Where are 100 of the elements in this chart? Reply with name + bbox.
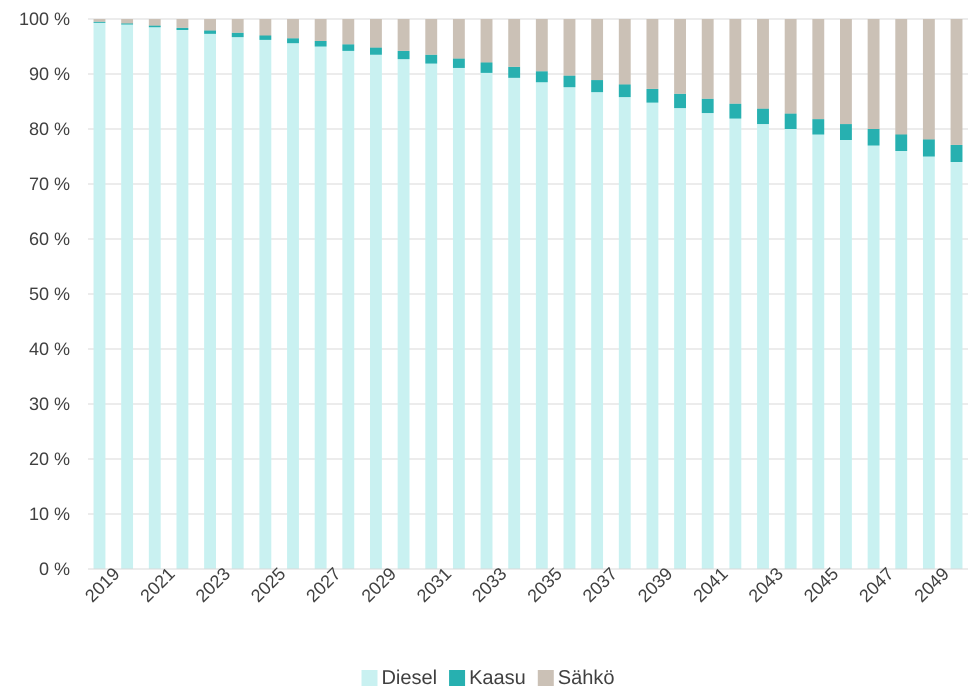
bar [757,124,769,569]
y-tick-label: 60 % [28,228,70,249]
bar [564,87,576,569]
y-tick-label: 80 % [28,118,70,139]
bar [784,129,797,569]
bar [314,19,327,41]
bar [121,24,134,569]
bar [480,19,492,62]
bar [591,19,604,80]
bar [425,19,438,55]
bar [176,30,188,569]
bar [508,66,520,78]
bar [564,19,576,76]
bar [536,19,548,72]
bar [950,144,962,162]
bar [425,54,438,64]
legend-label: Diesel [381,667,438,689]
bar [895,134,908,151]
bar [480,62,492,73]
bar [784,19,797,114]
bar [232,19,244,33]
bar [370,19,382,48]
bar [204,19,216,31]
y-tick-label: 10 % [28,504,70,524]
bar [591,92,604,569]
bar [646,88,658,103]
bar [204,30,216,34]
bar [674,19,686,94]
bar [452,68,465,569]
y-tick-label: 50 % [28,284,70,304]
bar [591,80,604,92]
bar [840,140,852,569]
bar [729,118,742,569]
y-tick-label: 0 % [38,558,70,579]
bar [674,94,686,108]
y-tick-label: 20 % [28,448,70,469]
bar [868,19,880,129]
bar [94,22,106,569]
bar [618,84,631,98]
bar [425,64,438,569]
bar [342,50,354,569]
bar [287,19,299,38]
bar [452,19,465,59]
bar [950,162,962,569]
bar [94,19,106,22]
bar [702,113,714,569]
bar [342,44,354,51]
bar [840,124,852,140]
bar [452,58,465,68]
bar [757,108,769,124]
bar [398,50,410,60]
bar [729,19,742,104]
bar [148,27,161,569]
bar [895,19,908,134]
y-tick-label: 100 % [18,8,70,29]
bar [314,46,327,569]
y-tick-label: 90 % [28,64,70,84]
bar [259,40,272,569]
bar [922,139,935,156]
bar [618,19,631,84]
bar [564,76,576,88]
bar [868,146,880,569]
bar [895,151,908,569]
bar [646,102,658,569]
bar [536,82,548,569]
y-tick-label: 70 % [28,174,70,194]
bar [729,104,742,119]
bar [480,72,492,569]
bar [259,36,272,40]
bar [757,19,769,109]
bar [812,134,824,569]
legend-label: Kaasu [469,667,526,689]
bar [204,34,216,569]
bar [868,129,880,146]
bar [121,19,134,24]
bar [342,19,354,44]
bar [922,156,935,569]
bar [950,19,962,145]
bar [702,98,714,114]
bar [370,48,382,55]
bar [259,19,272,36]
bar [536,71,548,82]
y-tick-label: 30 % [28,394,70,414]
bar [370,54,382,569]
bar [674,108,686,569]
bar [812,19,824,120]
bar [287,38,299,44]
bar [398,59,410,569]
bar [232,37,244,569]
bar [148,19,161,26]
bar [314,41,327,46]
bar [508,78,520,569]
bar [398,19,410,51]
bar [287,43,299,569]
bar [840,19,852,124]
bar [618,97,631,569]
y-tick-label: 40 % [28,338,70,359]
bar [922,19,935,140]
bar [508,19,520,67]
bar [812,119,824,134]
